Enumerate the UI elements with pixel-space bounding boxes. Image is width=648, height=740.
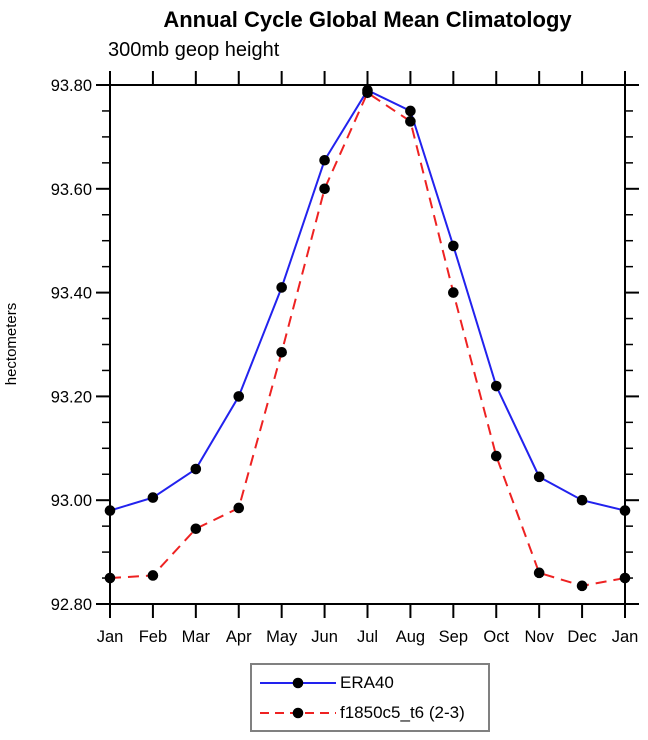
- legend-label-f1850c5: f1850c5_t6 (2-3): [340, 703, 465, 722]
- data-point-marker: [576, 580, 588, 592]
- x-tick-label: Jan: [612, 628, 639, 646]
- legend-item-era40: ERA40: [258, 668, 488, 698]
- data-point-marker: [405, 105, 416, 117]
- data-point-marker: [233, 391, 245, 402]
- data-point-marker: [104, 505, 116, 516]
- plot-frame: [109, 84, 626, 605]
- legend-marker-dot: [292, 677, 304, 689]
- data-point-marker: [448, 240, 459, 252]
- data-point-marker: [362, 87, 373, 99]
- y-axis-label: hectometers: [3, 303, 20, 386]
- x-tick-label: Mar: [182, 628, 211, 646]
- x-tick-label: Jan: [97, 628, 124, 646]
- y-tick-label: 93.80: [51, 77, 92, 95]
- x-tick-label: Aug: [396, 628, 425, 646]
- data-point-marker: [490, 380, 502, 392]
- y-tick-label: 93.20: [51, 388, 92, 406]
- x-tick-label: Nov: [524, 628, 554, 646]
- y-tick-label: 92.80: [51, 596, 92, 614]
- data-point-marker: [576, 494, 588, 506]
- era40-line-sample: [260, 677, 336, 689]
- x-tick-label: Oct: [483, 628, 509, 646]
- data-point-marker: [319, 183, 330, 195]
- data-point-marker: [533, 471, 545, 483]
- f1850c5-line-sample: [260, 707, 336, 719]
- x-tick-label: Dec: [567, 628, 596, 646]
- legend-label-era40: ERA40: [340, 673, 394, 692]
- x-tick-label: Jun: [311, 628, 338, 646]
- legend: ERA40 f1850c5_t6 (2-3): [250, 663, 490, 732]
- data-point-marker: [104, 572, 116, 584]
- y-tick-label: 93.60: [51, 181, 92, 199]
- data-point-marker: [319, 154, 330, 166]
- series-line-1: [109, 91, 626, 587]
- x-tick-label: Feb: [139, 628, 167, 646]
- legend-marker-dot: [292, 707, 304, 719]
- y-tick-label: 93.00: [51, 492, 92, 510]
- data-point-marker: [190, 523, 202, 535]
- chart-subtitle: 300mb geop height: [108, 39, 280, 61]
- data-point-marker: [190, 463, 202, 475]
- data-point-marker: [276, 282, 287, 293]
- x-tick-label: Sep: [439, 628, 468, 646]
- data-point-marker: [619, 505, 631, 516]
- data-point-marker: [233, 502, 245, 514]
- data-point-marker: [533, 567, 545, 579]
- data-point-marker: [619, 572, 631, 584]
- x-tick-label: Apr: [226, 628, 252, 646]
- x-tick-label: May: [266, 628, 298, 646]
- series-line-0: [109, 88, 626, 512]
- data-point-marker: [405, 116, 416, 127]
- x-tick-label: Jul: [357, 628, 378, 646]
- legend-item-f1850c5: f1850c5_t6 (2-3): [258, 698, 488, 728]
- data-point-marker: [490, 450, 502, 462]
- chart-title: Annual Cycle Global Mean Climatology: [163, 7, 572, 32]
- data-point-marker: [448, 287, 459, 298]
- data-point-marker: [147, 570, 159, 581]
- y-tick-label: 93.40: [51, 285, 92, 303]
- data-point-marker: [276, 346, 287, 358]
- data-point-marker: [147, 492, 159, 503]
